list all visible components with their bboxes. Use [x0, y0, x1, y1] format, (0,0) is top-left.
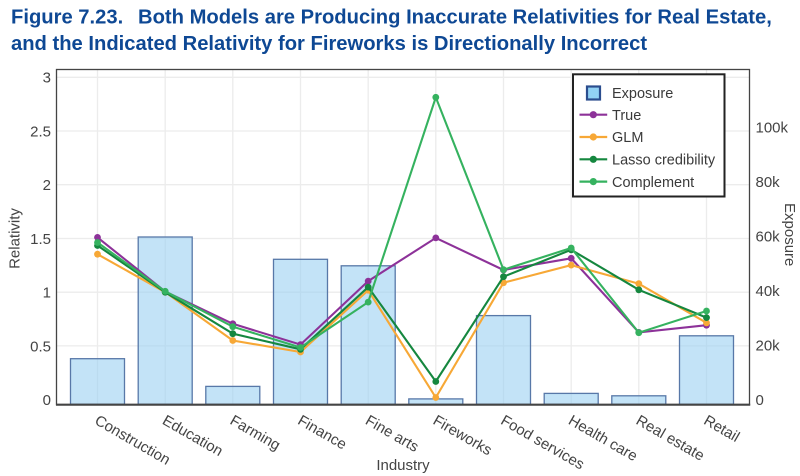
svg-text:1: 1: [43, 285, 51, 302]
svg-text:Figure 7.23.: Figure 7.23.: [11, 6, 123, 28]
svg-text:and the Indicated Relativity f: and the Indicated Relativity for Firewor…: [11, 33, 647, 55]
svg-text:Both Models are Producing Inac: Both Models are Producing Inaccurate Rel…: [138, 6, 772, 28]
svg-text:1.5: 1.5: [30, 231, 51, 248]
svg-text:100k: 100k: [756, 120, 789, 137]
svg-text:80k: 80k: [756, 174, 781, 191]
svg-text:Exposure: Exposure: [612, 86, 673, 102]
svg-text:0.5: 0.5: [30, 338, 51, 355]
svg-text:0: 0: [756, 392, 764, 409]
svg-text:Complement: Complement: [612, 175, 694, 191]
svg-text:Relativity: Relativity: [7, 208, 24, 269]
svg-text:40k: 40k: [756, 283, 781, 300]
svg-text:Industry: Industry: [376, 457, 430, 474]
svg-text:60k: 60k: [756, 229, 781, 246]
svg-text:2: 2: [43, 177, 51, 194]
svg-text:GLM: GLM: [612, 130, 643, 146]
svg-text:3: 3: [43, 70, 51, 87]
svg-text:20k: 20k: [756, 337, 781, 354]
svg-text:2.5: 2.5: [30, 123, 51, 140]
svg-text:Lasso credibility: Lasso credibility: [612, 153, 716, 169]
svg-text:0: 0: [43, 392, 51, 409]
svg-text:True: True: [612, 108, 641, 124]
svg-text:Exposure: Exposure: [781, 203, 798, 266]
